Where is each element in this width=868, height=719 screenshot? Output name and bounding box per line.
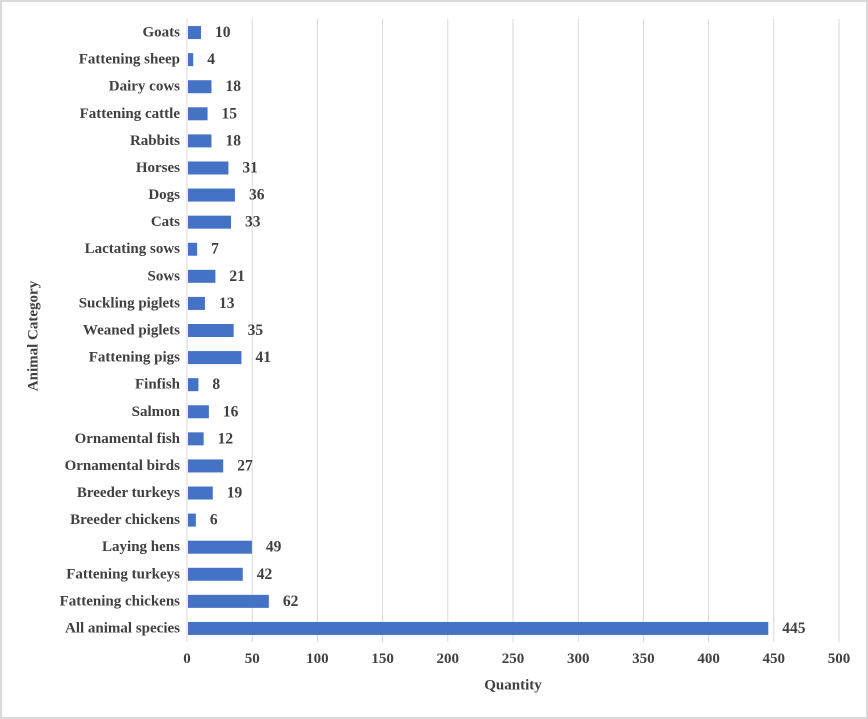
category-label: Horses bbox=[136, 160, 180, 176]
value-label: 62 bbox=[283, 593, 299, 610]
category-label: Laying hens bbox=[102, 539, 180, 555]
x-tick-label: 150 bbox=[371, 651, 394, 667]
value-label: 4 bbox=[207, 51, 215, 68]
category-label: All animal species bbox=[65, 620, 180, 636]
value-label: 21 bbox=[229, 268, 245, 285]
bar bbox=[188, 215, 232, 229]
bar bbox=[188, 324, 234, 337]
category-label: Suckling piglets bbox=[79, 295, 180, 311]
bar bbox=[188, 269, 216, 283]
value-label: 31 bbox=[242, 159, 258, 176]
category-label: Goats bbox=[143, 25, 181, 41]
value-label: 35 bbox=[248, 322, 264, 339]
value-label: 42 bbox=[257, 566, 273, 583]
bar bbox=[188, 621, 769, 635]
value-label: 8 bbox=[212, 376, 220, 393]
value-label: 19 bbox=[227, 485, 243, 502]
x-tick-label: 350 bbox=[632, 651, 655, 667]
value-label: 15 bbox=[222, 105, 238, 122]
bar bbox=[188, 405, 209, 419]
category-label: Dogs bbox=[148, 187, 180, 203]
bar bbox=[188, 107, 208, 121]
x-tick-label: 300 bbox=[567, 651, 590, 667]
category-label: Finfish bbox=[135, 377, 181, 393]
bar bbox=[188, 188, 235, 202]
value-label: 16 bbox=[223, 403, 239, 420]
x-tick-label: 100 bbox=[306, 651, 329, 667]
x-tick-label: 200 bbox=[437, 651, 460, 667]
category-label: Cats bbox=[151, 214, 180, 230]
category-label: Fattening pigs bbox=[89, 350, 180, 366]
bar bbox=[188, 432, 204, 446]
value-label: 6 bbox=[210, 512, 218, 529]
value-label: 41 bbox=[255, 349, 270, 366]
bar bbox=[188, 594, 269, 608]
category-label: Lactating sows bbox=[85, 241, 181, 257]
y-axis-title: Animal Category bbox=[25, 280, 42, 392]
x-tick-label: 450 bbox=[763, 651, 786, 667]
category-label: Fattening turkeys bbox=[66, 566, 180, 582]
category-label: Weaned piglets bbox=[83, 323, 180, 339]
x-tick-label: 0 bbox=[183, 651, 191, 667]
value-label: 18 bbox=[225, 132, 241, 149]
value-label: 12 bbox=[218, 430, 234, 447]
category-label: Breeder turkeys bbox=[77, 485, 180, 501]
value-label: 18 bbox=[225, 78, 241, 95]
bar bbox=[188, 513, 196, 527]
bar bbox=[188, 80, 212, 94]
category-label: Breeder chickens bbox=[70, 512, 180, 528]
x-tick-label: 50 bbox=[245, 651, 260, 667]
bar bbox=[188, 161, 229, 175]
category-label: Fattening sheep bbox=[79, 52, 180, 68]
value-label: 49 bbox=[266, 539, 282, 556]
value-label: 33 bbox=[245, 214, 261, 231]
x-tick-label: 500 bbox=[828, 651, 851, 667]
bar bbox=[188, 26, 202, 40]
category-label: Fattening chickens bbox=[60, 593, 181, 609]
x-tick-label: 400 bbox=[697, 651, 720, 667]
value-label: 36 bbox=[249, 187, 265, 204]
x-tick-label: 250 bbox=[502, 651, 525, 667]
value-label: 445 bbox=[782, 620, 806, 637]
category-label: Dairy cows bbox=[109, 79, 180, 95]
value-label: 10 bbox=[215, 24, 231, 41]
value-label: 13 bbox=[219, 295, 235, 312]
category-label: Ornamental birds bbox=[65, 458, 181, 474]
category-label: Ornamental fish bbox=[75, 431, 181, 447]
category-label: Sows bbox=[147, 268, 180, 284]
value-label: 7 bbox=[211, 241, 219, 258]
category-label: Salmon bbox=[132, 404, 181, 420]
bar bbox=[188, 242, 198, 256]
x-axis-title: Quantity bbox=[484, 677, 542, 694]
bar bbox=[188, 459, 224, 473]
bar bbox=[188, 540, 252, 554]
bar bbox=[188, 134, 212, 148]
category-label: Fattening cattle bbox=[80, 106, 181, 122]
bar bbox=[188, 296, 205, 310]
bar bbox=[188, 567, 243, 581]
bar bbox=[188, 351, 242, 365]
bar bbox=[188, 378, 199, 392]
category-label: Rabbits bbox=[130, 133, 180, 149]
bar bbox=[188, 53, 194, 67]
value-label: 27 bbox=[237, 457, 253, 474]
bar bbox=[188, 486, 213, 500]
